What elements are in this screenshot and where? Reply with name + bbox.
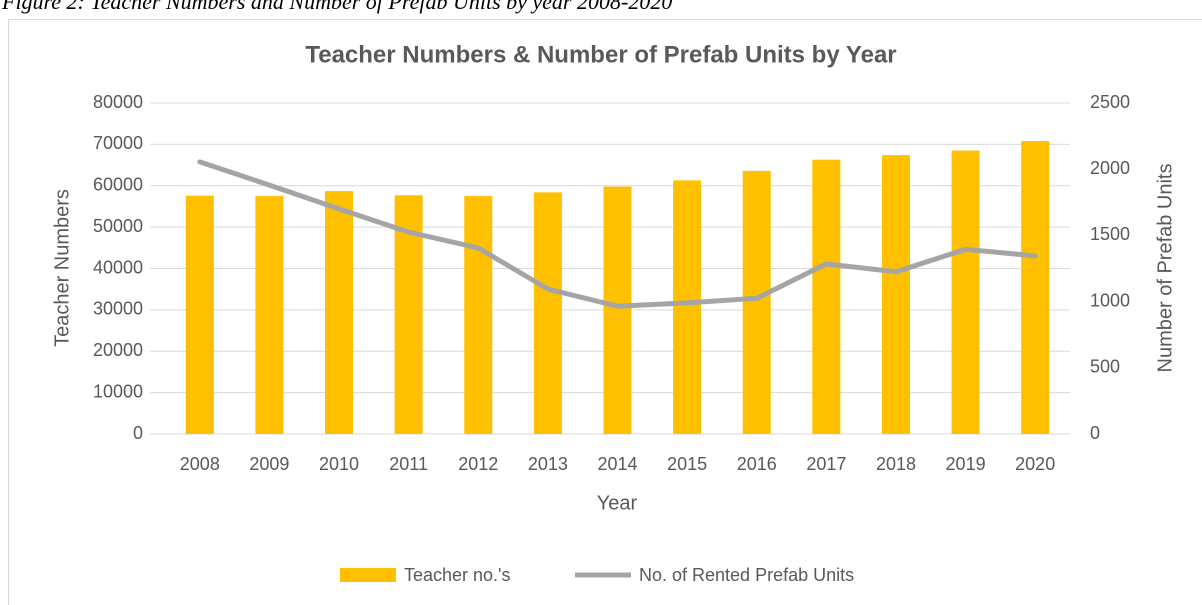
bar — [951, 150, 980, 435]
y-tick-label: 40000 — [93, 257, 143, 277]
x-tick-label: 2017 — [806, 454, 846, 474]
bar — [603, 186, 632, 434]
bar — [673, 180, 702, 434]
legend-label: Teacher no.'s — [404, 565, 511, 585]
x-axis-title: Year — [597, 492, 638, 514]
x-tick-label: 2014 — [597, 454, 637, 474]
bar — [255, 196, 284, 434]
x-tick-label: 2019 — [946, 454, 986, 474]
x-tick-label: 2018 — [876, 454, 916, 474]
y-tick-label: 10000 — [93, 381, 143, 401]
y2-tick-label: 2000 — [1090, 158, 1130, 178]
legend-label: No. of Rented Prefab Units — [639, 565, 854, 585]
x-tick-label: 2011 — [389, 454, 428, 474]
x-tick-label: 2012 — [458, 454, 498, 474]
y2-tick-label: 0 — [1090, 423, 1100, 443]
y-tick-label: 20000 — [93, 340, 143, 360]
y-tick-label: 60000 — [93, 175, 143, 195]
x-tick-label: 2010 — [319, 454, 359, 474]
bar — [1021, 141, 1050, 434]
x-tick-label: 2009 — [249, 454, 289, 474]
y2-tick-label: 1500 — [1090, 224, 1130, 244]
y-tick-label: 50000 — [93, 216, 143, 236]
x-tick-label: 2020 — [1015, 454, 1055, 474]
x-tick-label: 2015 — [667, 454, 707, 474]
y-tick-label: 80000 — [93, 92, 143, 112]
caption: Figure 2: Teacher Numbers and Number of … — [1, 0, 672, 14]
y-axis-title: Teacher Numbers — [51, 189, 73, 347]
x-tick-label: 2016 — [737, 454, 777, 474]
x-tick-label: 2008 — [180, 454, 220, 474]
bar — [185, 195, 214, 434]
y-tick-label: 70000 — [93, 133, 143, 153]
y-tick-label: 0 — [133, 423, 143, 443]
y2-tick-label: 1000 — [1090, 290, 1130, 310]
bar — [881, 155, 910, 434]
y-tick-label: 30000 — [93, 299, 143, 319]
line — [197, 159, 1038, 309]
y2-tick-label: 2500 — [1090, 92, 1130, 112]
x-tick-label: 2013 — [528, 454, 568, 474]
bar — [533, 192, 562, 434]
bar — [464, 196, 493, 434]
bar — [742, 170, 771, 435]
bar — [812, 159, 841, 434]
y2-tick-label: 500 — [1090, 357, 1120, 377]
legend-swatch — [340, 568, 396, 582]
bar — [325, 191, 354, 434]
y2-axis-title: Number of Prefab Units — [1154, 164, 1176, 373]
chart-title: Teacher Numbers & Number of Prefab Units… — [305, 41, 896, 68]
